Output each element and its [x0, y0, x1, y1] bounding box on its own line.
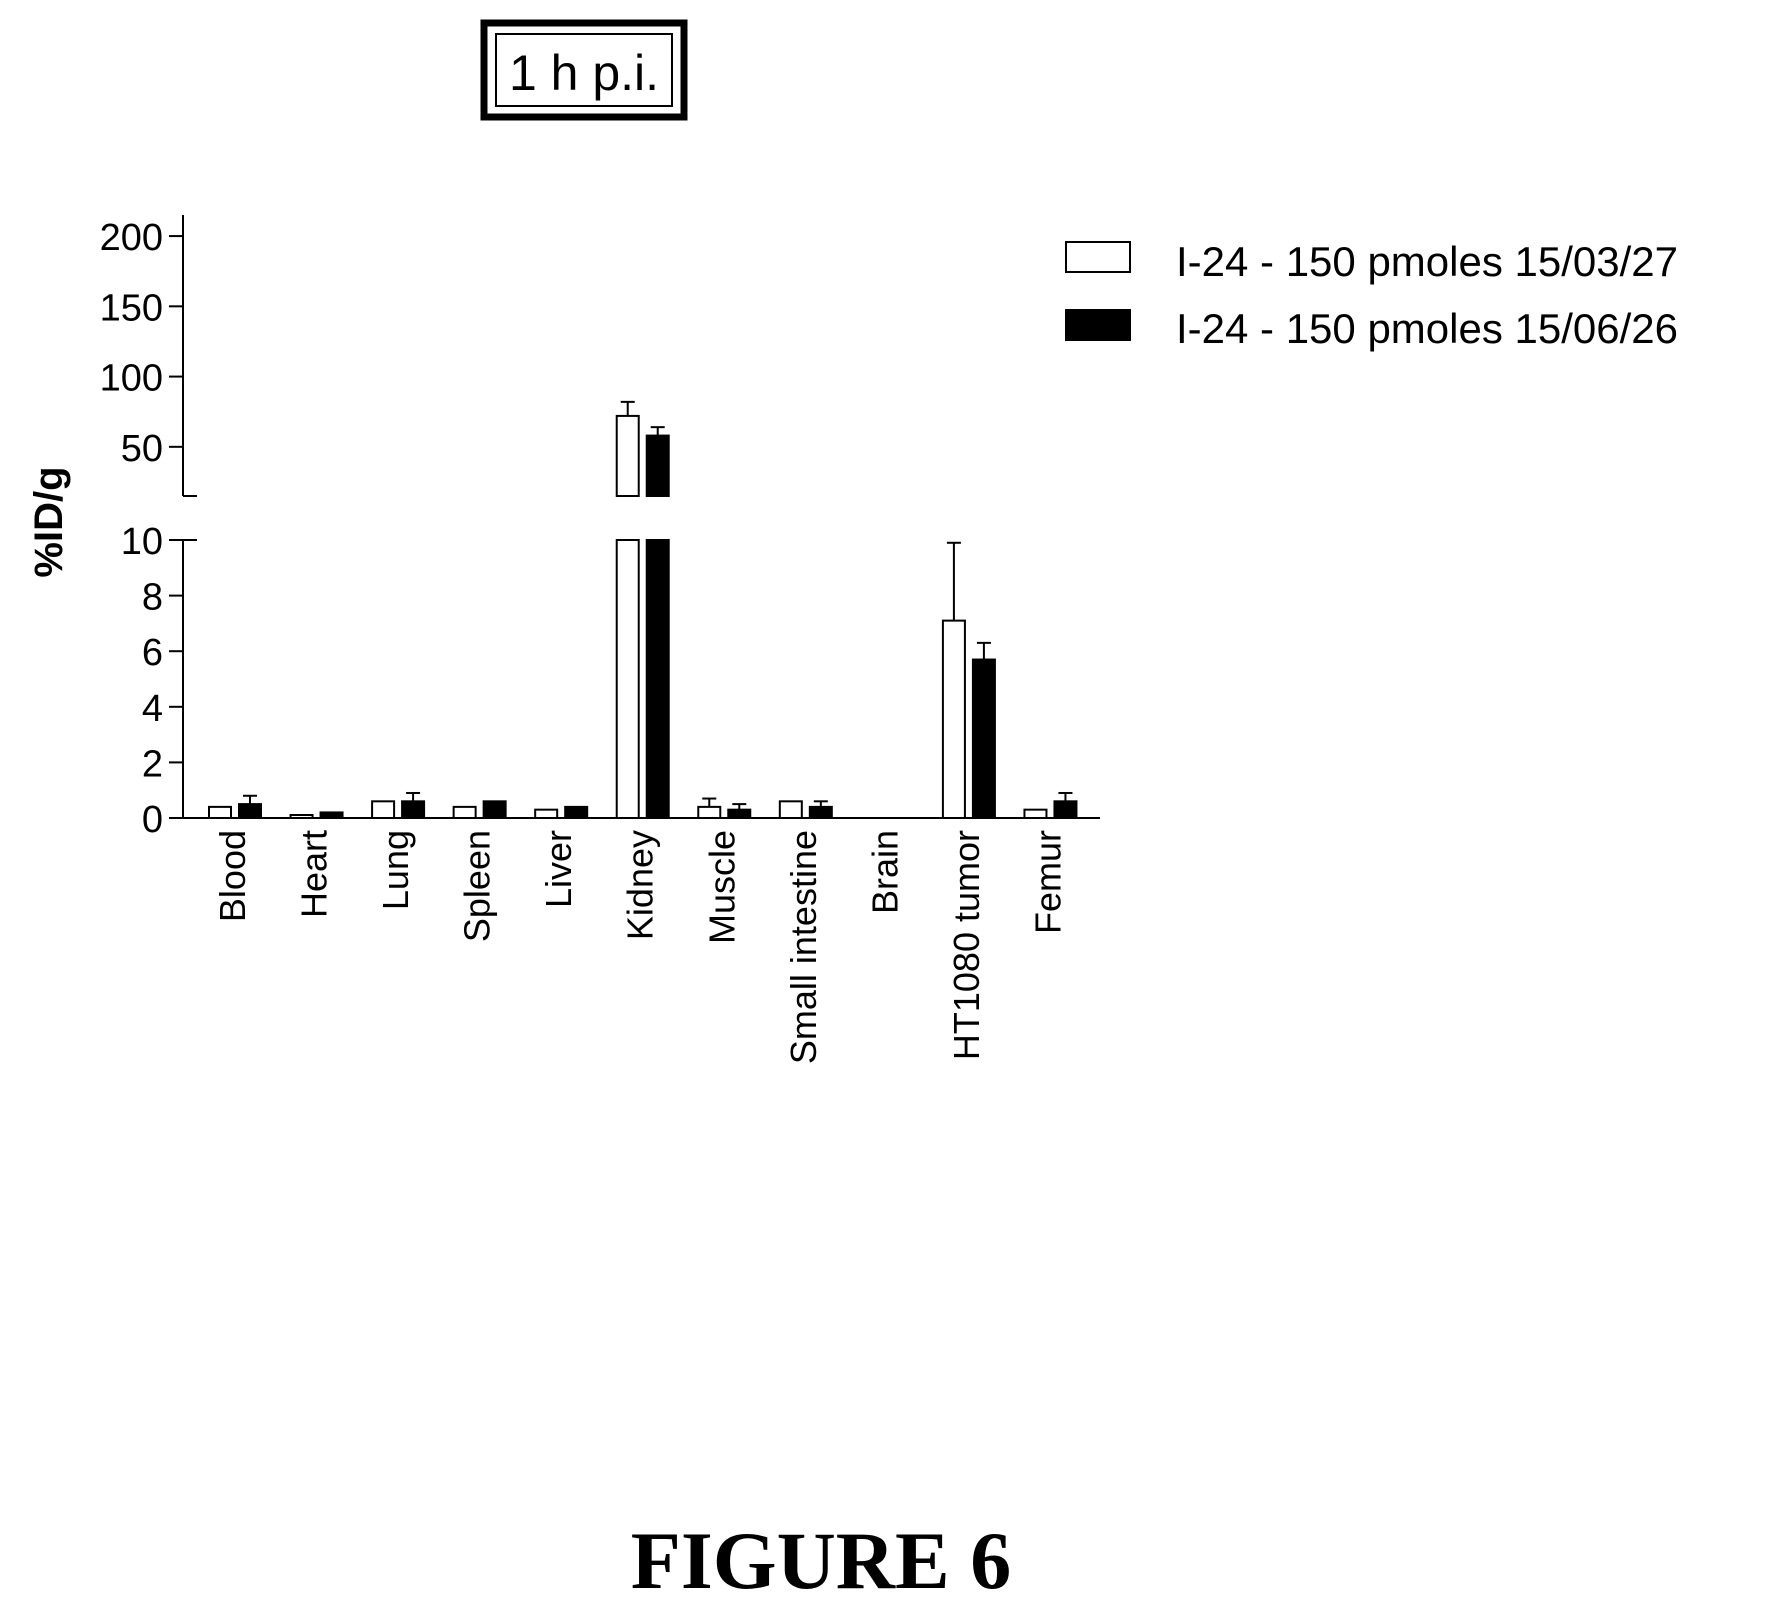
y-tick-label: 10 [121, 521, 163, 563]
legend: I-24 - 150 pmoles 15/03/27 I-24 - 150 pm… [1065, 238, 1678, 352]
y-tick-label: 50 [121, 428, 163, 470]
x-tick-label: Kidney [620, 830, 661, 940]
panel-label: 1 h p.i. [509, 45, 659, 101]
bar [452, 805, 477, 820]
x-tick-label: Muscle [701, 830, 742, 944]
bar [319, 811, 344, 820]
figure-caption: FIGURE 6 [631, 1515, 1011, 1602]
bar [778, 800, 803, 820]
bar [289, 814, 314, 819]
y-tick-label: 6 [142, 632, 163, 674]
bar [401, 800, 426, 820]
y-tick-label: 2 [142, 743, 163, 785]
x-tick-label: Spleen [457, 830, 498, 942]
bar [697, 805, 722, 820]
legend-swatch-series-2 [1065, 309, 1131, 341]
panel-label-box: 1 h p.i. [480, 19, 688, 121]
x-tick-label: Lung [375, 830, 416, 910]
bar [208, 805, 232, 820]
bar [615, 539, 640, 819]
x-tick-label: Brain [864, 830, 905, 914]
bar [1023, 808, 1048, 819]
bars [208, 400, 1078, 820]
y-tick-label: 4 [142, 688, 163, 730]
y-tick-label: 150 [100, 287, 163, 329]
y-tick-label: 200 [100, 217, 163, 259]
legend-label-series-2: I-24 - 150 pmoles 15/06/26 [1176, 305, 1678, 352]
bar [564, 805, 589, 820]
x-tick-label: Heart [294, 830, 335, 918]
x-tick-label: HT1080 tumor [946, 830, 987, 1060]
bar [727, 808, 752, 819]
bar [482, 800, 507, 820]
x-tick-labels: Blood Heart Lung Spleen Liver Kidney Muscle Sma… [212, 830, 1068, 1064]
x-tick-label: Small intestine [783, 830, 824, 1064]
bar [1053, 800, 1078, 820]
bar [238, 803, 262, 819]
y-axis-label: %ID/g [27, 466, 71, 577]
bar [645, 434, 670, 497]
bar [971, 658, 996, 819]
bar [645, 539, 670, 819]
bar [371, 800, 396, 820]
y-tick-label: 0 [142, 799, 163, 841]
y-tick-label: 8 [142, 577, 163, 619]
bar [808, 805, 833, 820]
legend-label-series-1: I-24 - 150 pmoles 15/03/27 [1176, 238, 1678, 285]
x-tick-label: Femur [1027, 830, 1068, 934]
x-tick-label: Liver [538, 830, 579, 908]
bar [941, 619, 966, 819]
x-tick-label: Blood [212, 830, 253, 922]
y-tick-label: 100 [100, 358, 163, 400]
bar [534, 808, 559, 819]
legend-swatch-series-1 [1065, 241, 1131, 273]
bar [615, 414, 640, 498]
